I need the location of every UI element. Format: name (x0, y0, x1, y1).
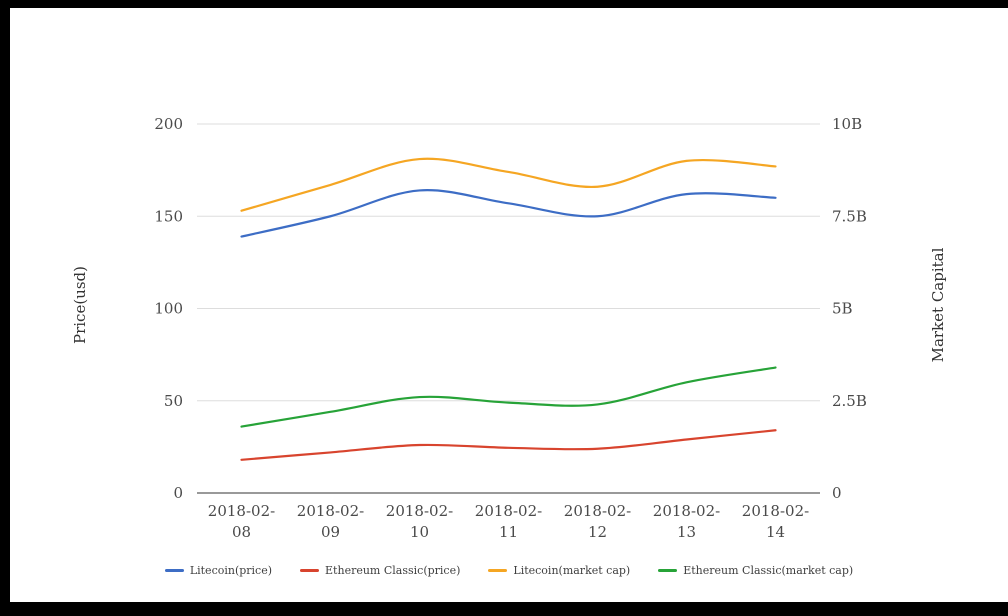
x-axis-label-line1: 2018-02- (742, 502, 809, 520)
legend-item-litecoin-price[interactable]: Litecoin(price) (164, 564, 273, 577)
right-axis-tick: 7.5B (832, 207, 867, 225)
left-axis-tick: 50 (164, 392, 183, 410)
legend-label: Ethereum Classic(market cap) (683, 564, 854, 577)
x-axis-label-line2: 13 (677, 523, 696, 541)
chart-canvas: 0 0 50 2.5B 100 5B 150 7.5B 200 10B 2018-02- 08 2018… (154, 115, 867, 541)
x-axis-label-line2: 12 (588, 523, 607, 541)
legend-item-litecoin-market-cap[interactable]: Litecoin(market cap) (488, 564, 630, 577)
legend-swatch-icon (658, 569, 678, 572)
x-axis-label-line2: 09 (321, 523, 340, 541)
legend-label: Litecoin(market cap) (513, 564, 631, 577)
x-axis-label-line2: 14 (766, 523, 785, 541)
legend-swatch-icon (488, 569, 508, 572)
right-axis-tick: 5B (832, 300, 853, 318)
x-axis-label-line1: 2018-02- (297, 502, 364, 520)
legend-label: Litecoin(price) (189, 564, 273, 577)
x-axis-label-line2: 11 (499, 523, 518, 541)
x-axis-label-line2: 10 (410, 523, 429, 541)
chart-legend: Litecoin(price) Ethereum Classic(price) Li… (10, 564, 1008, 577)
x-axis-label-line1: 2018-02- (208, 502, 275, 520)
left-axis-title: Price(usd) (71, 265, 89, 345)
right-axis-tick: 0 (832, 484, 842, 502)
right-axis-tick: 10B (832, 115, 862, 133)
legend-label: Ethereum Classic(price) (325, 564, 461, 577)
series-line-ethereum-classic-market-cap (240, 366, 777, 428)
series-line-litecoin-market-cap (240, 157, 777, 212)
right-axis-tick: 2.5B (832, 392, 867, 410)
x-axis-label-line1: 2018-02- (564, 502, 631, 520)
series-line-litecoin-price (240, 189, 777, 238)
left-axis-tick: 0 (173, 484, 183, 502)
right-axis-title: Market Capital (929, 247, 947, 363)
legend-swatch-icon (164, 569, 184, 572)
x-axis-label-line1: 2018-02- (653, 502, 720, 520)
legend-item-ethereum-classic-price[interactable]: Ethereum Classic(price) (300, 564, 460, 577)
series-line-ethereum-classic-price (240, 429, 777, 461)
legend-swatch-icon (300, 569, 320, 572)
chart-area: 0 0 50 2.5B 100 5B 150 7.5B 200 10B 2018-02- 08 2018… (10, 8, 1008, 602)
x-axis-label-line1: 2018-02- (475, 502, 542, 520)
left-axis-tick: 150 (154, 207, 183, 225)
left-axis-tick: 100 (154, 300, 183, 318)
legend-item-ethereum-classic-market-cap[interactable]: Ethereum Classic(market cap) (658, 564, 853, 577)
x-axis-label-line2: 08 (232, 523, 251, 541)
x-axis-label-line1: 2018-02- (386, 502, 453, 520)
left-axis-tick: 200 (154, 115, 183, 133)
